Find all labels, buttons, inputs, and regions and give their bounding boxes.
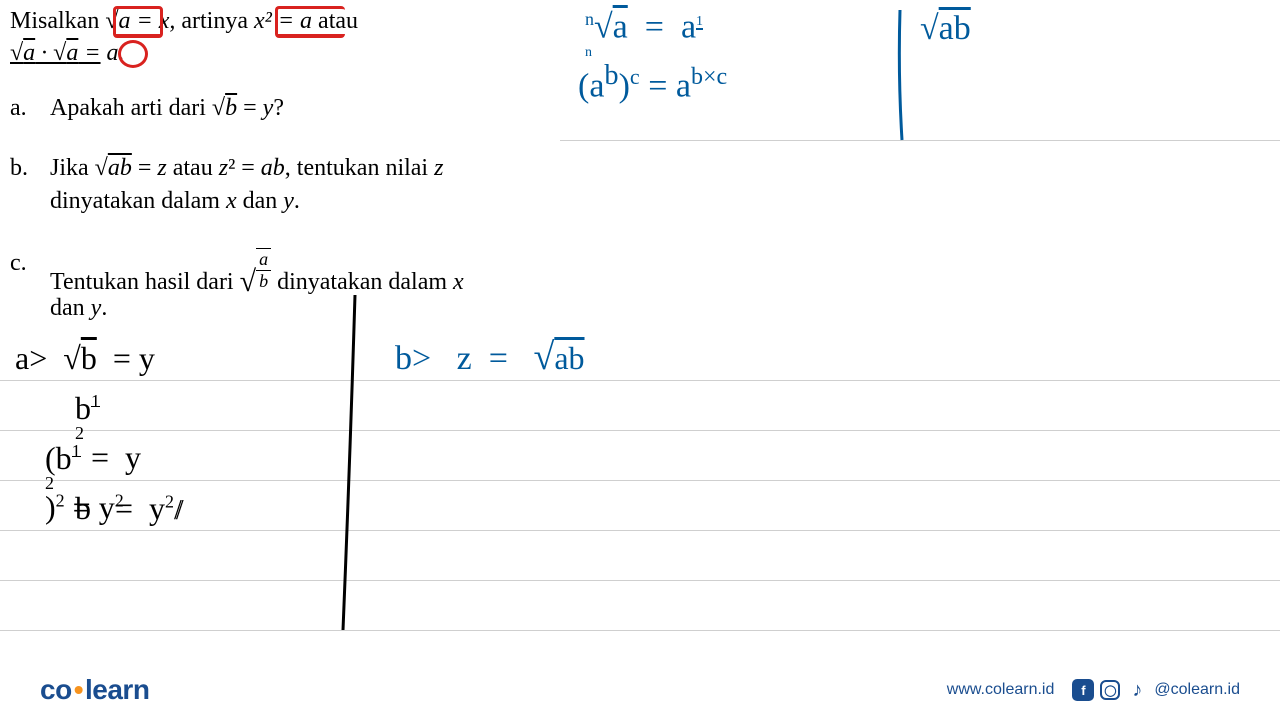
rule-line bbox=[0, 380, 1280, 381]
social-icons: f ◯ ♪ @colearn.id bbox=[1072, 679, 1240, 701]
rule-line bbox=[560, 140, 1280, 141]
blue-divider bbox=[890, 5, 910, 145]
brand-logo: co•learn bbox=[40, 674, 149, 706]
footer-handle: @colearn.id bbox=[1154, 681, 1240, 699]
question-c-line2: dan y. bbox=[50, 295, 107, 322]
footer: co•learn www.colearn.id f ◯ ♪ @colearn.i… bbox=[0, 660, 1280, 720]
rule-line bbox=[0, 630, 1280, 631]
hw-answer-b: b> z = √ab bbox=[395, 335, 585, 379]
black-divider bbox=[335, 290, 365, 640]
footer-url: www.colearn.id bbox=[947, 681, 1055, 699]
footer-right: www.colearn.id f ◯ ♪ @colearn.id bbox=[947, 679, 1240, 701]
instagram-icon: ◯ bbox=[1100, 680, 1120, 700]
red-box-x2 bbox=[275, 6, 345, 38]
question-a: Apakah arti dari √b = y? bbox=[50, 95, 284, 122]
page-content: Misalkan √a = x, artinya x² = a atau √a … bbox=[0, 0, 1280, 720]
facebook-icon: f bbox=[1072, 679, 1094, 701]
rule-line bbox=[0, 430, 1280, 431]
hw-answer-a-4: b = y2// bbox=[75, 490, 178, 527]
question-b-label: b. bbox=[10, 155, 28, 182]
question-a-label: a. bbox=[10, 95, 27, 122]
question-b-line2: dinyatakan dalam x dan y. bbox=[50, 188, 300, 215]
tiktok-icon: ♪ bbox=[1126, 679, 1148, 701]
text: artinya bbox=[181, 8, 248, 34]
red-box-sqrt-a bbox=[113, 6, 163, 38]
hw-answer-a-1: a> √b = y bbox=[15, 340, 155, 377]
hw-power-rule: (ab)c = ab×c bbox=[578, 60, 727, 105]
text: Misalkan bbox=[10, 8, 105, 34]
rule-line bbox=[0, 530, 1280, 531]
question-c-label: c. bbox=[10, 250, 27, 277]
problem-line2: √a · √a = a. bbox=[10, 40, 125, 67]
hw-nth-root: n√a = a1n bbox=[585, 8, 703, 60]
rule-line bbox=[0, 580, 1280, 581]
rule-line bbox=[0, 480, 1280, 481]
question-b-line1: Jika √ab = z atau z² = ab, tentukan nila… bbox=[50, 155, 443, 182]
question-c-line1: Tentukan hasil dari √ab dinyatakan dalam… bbox=[50, 250, 464, 297]
red-circle-a bbox=[118, 40, 148, 68]
hw-sqrt-ab: √ab bbox=[920, 10, 971, 48]
